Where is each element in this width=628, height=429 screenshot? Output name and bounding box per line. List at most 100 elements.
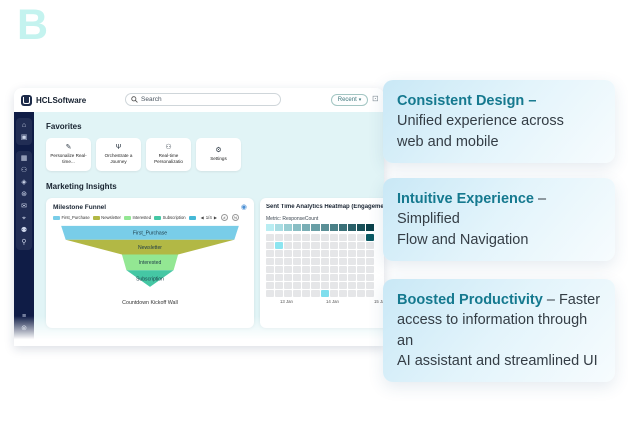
heatmap-cell[interactable] <box>320 234 329 241</box>
heatmap-cell[interactable] <box>347 274 356 281</box>
heatmap-cell[interactable] <box>338 290 347 297</box>
heatmap-cell[interactable] <box>366 258 375 265</box>
favorite-card[interactable]: Ψ Orchestrate a Journey <box>96 138 141 171</box>
heatmap-cell[interactable] <box>311 250 320 257</box>
heatmap-cell[interactable] <box>329 290 338 297</box>
heatmap-cell[interactable] <box>338 282 347 289</box>
heatmap-cell[interactable] <box>347 242 356 249</box>
favorite-card[interactable]: ✎ Personalize Real-time... <box>46 138 91 171</box>
messages-icon[interactable]: ✉ <box>21 203 27 210</box>
heatmap-cell[interactable] <box>284 234 293 241</box>
heatmap-cell[interactable] <box>275 282 284 289</box>
heatmap-cell[interactable] <box>356 242 366 249</box>
heatmap-cell[interactable] <box>311 274 320 281</box>
account-icon[interactable]: ⊚ <box>21 325 27 332</box>
heatmap-cell[interactable] <box>266 250 275 257</box>
heatmap-cell[interactable] <box>293 234 302 241</box>
percent-toggle-button[interactable]: % <box>231 214 239 221</box>
lookup-icon[interactable]: ⚲ <box>21 239 27 246</box>
heatmap-cell[interactable] <box>266 234 275 241</box>
next-page-icon[interactable]: ▶ <box>213 215 217 220</box>
heatmap-cell[interactable] <box>302 258 311 265</box>
heatmap-cell[interactable] <box>302 266 311 273</box>
heatmap-cell[interactable] <box>356 266 366 273</box>
heatmap-cell[interactable] <box>366 266 375 273</box>
heatmap-cell[interactable] <box>366 290 375 297</box>
heatmap-cell[interactable] <box>293 258 302 265</box>
search-box[interactable] <box>125 93 281 106</box>
heatmap-cell[interactable] <box>356 290 366 297</box>
audiences-icon[interactable]: ⚇ <box>20 167 28 174</box>
heatmap-cell[interactable] <box>329 266 338 273</box>
heatmap-cell[interactable] <box>302 234 311 241</box>
heatmap-cell[interactable] <box>366 234 375 241</box>
heatmap-cell[interactable] <box>329 250 338 257</box>
heatmap-cell[interactable] <box>302 250 311 257</box>
heatmap-cell[interactable] <box>356 234 366 241</box>
heatmap-cell[interactable] <box>302 282 311 289</box>
heatmap-cell[interactable] <box>320 282 329 289</box>
heatmap-cell[interactable] <box>293 290 302 297</box>
info-icon[interactable]: ◉ <box>240 204 247 211</box>
heatmap-cell[interactable] <box>266 258 275 265</box>
heatmap-cell[interactable] <box>338 258 347 265</box>
heatmap-cell[interactable] <box>302 290 311 297</box>
absolute-toggle-button[interactable]: # <box>220 214 228 221</box>
heatmap-cell[interactable] <box>284 258 293 265</box>
heatmap-cell[interactable] <box>338 250 347 257</box>
heatmap-cell[interactable] <box>266 266 275 273</box>
heatmap-cell[interactable] <box>329 234 338 241</box>
recent-button[interactable]: Recent ▾ <box>331 94 368 106</box>
heatmap-cell[interactable] <box>266 290 275 297</box>
heatmap-cell[interactable] <box>284 266 293 273</box>
heatmap-cell[interactable] <box>356 258 366 265</box>
heatmap-cell[interactable] <box>275 258 284 265</box>
heatmap-cell[interactable] <box>284 274 293 281</box>
heatmap-cell[interactable] <box>293 266 302 273</box>
heatmap-cell[interactable] <box>320 242 329 249</box>
heatmap-cell[interactable] <box>311 282 320 289</box>
funnel-stage-Newsletter[interactable] <box>65 239 235 255</box>
heatmap-cell[interactable] <box>311 266 320 273</box>
heatmap-cell[interactable] <box>311 290 320 297</box>
heatmap-cell[interactable] <box>266 282 275 289</box>
heatmap-cell[interactable] <box>320 266 329 273</box>
heatmap-cell[interactable] <box>275 234 284 241</box>
heatmap-cell[interactable] <box>311 242 320 249</box>
heatmap-cell[interactable] <box>320 250 329 257</box>
heatmap-cell[interactable] <box>302 242 311 249</box>
heatmap-cell[interactable] <box>347 250 356 257</box>
search-input[interactable] <box>141 96 275 103</box>
heatmap-cell[interactable] <box>284 290 293 297</box>
heatmap-cell[interactable] <box>293 250 302 257</box>
heatmap-cell[interactable] <box>293 282 302 289</box>
heatmap-cell[interactable] <box>302 274 311 281</box>
heatmap-cell[interactable] <box>347 258 356 265</box>
contacts-icon[interactable]: ⚉ <box>20 227 28 234</box>
heatmap-cell[interactable] <box>266 242 275 249</box>
heatmap-cell[interactable] <box>275 274 284 281</box>
heatmap-cell[interactable] <box>320 290 329 297</box>
heatmap-cell[interactable] <box>275 250 284 257</box>
heatmap-cell[interactable] <box>338 234 347 241</box>
heatmap-cell[interactable] <box>311 258 320 265</box>
heatmap-cell[interactable] <box>356 274 366 281</box>
heatmap-cell[interactable] <box>338 266 347 273</box>
heatmap-cell[interactable] <box>338 274 347 281</box>
analytics-icon[interactable]: ▦ <box>20 155 28 162</box>
heatmap-cell[interactable] <box>329 258 338 265</box>
heatmap-cell[interactable] <box>366 250 375 257</box>
offers-icon[interactable]: ◈ <box>21 179 27 186</box>
heatmap-cell[interactable] <box>275 290 284 297</box>
heatmap-cell[interactable] <box>320 258 329 265</box>
heatmap-cell[interactable] <box>284 282 293 289</box>
heatmap-cell[interactable] <box>347 266 356 273</box>
heatmap-cell[interactable] <box>293 242 302 249</box>
heatmap-cell[interactable] <box>275 266 284 273</box>
favorite-card[interactable]: ⚙ Settings <box>196 138 241 171</box>
channels-icon[interactable]: ⊛ <box>21 191 27 198</box>
heatmap-cell[interactable] <box>275 242 284 249</box>
heatmap-cell[interactable] <box>329 274 338 281</box>
heatmap-cell[interactable] <box>320 274 329 281</box>
prev-page-icon[interactable]: ◀ <box>200 215 204 220</box>
